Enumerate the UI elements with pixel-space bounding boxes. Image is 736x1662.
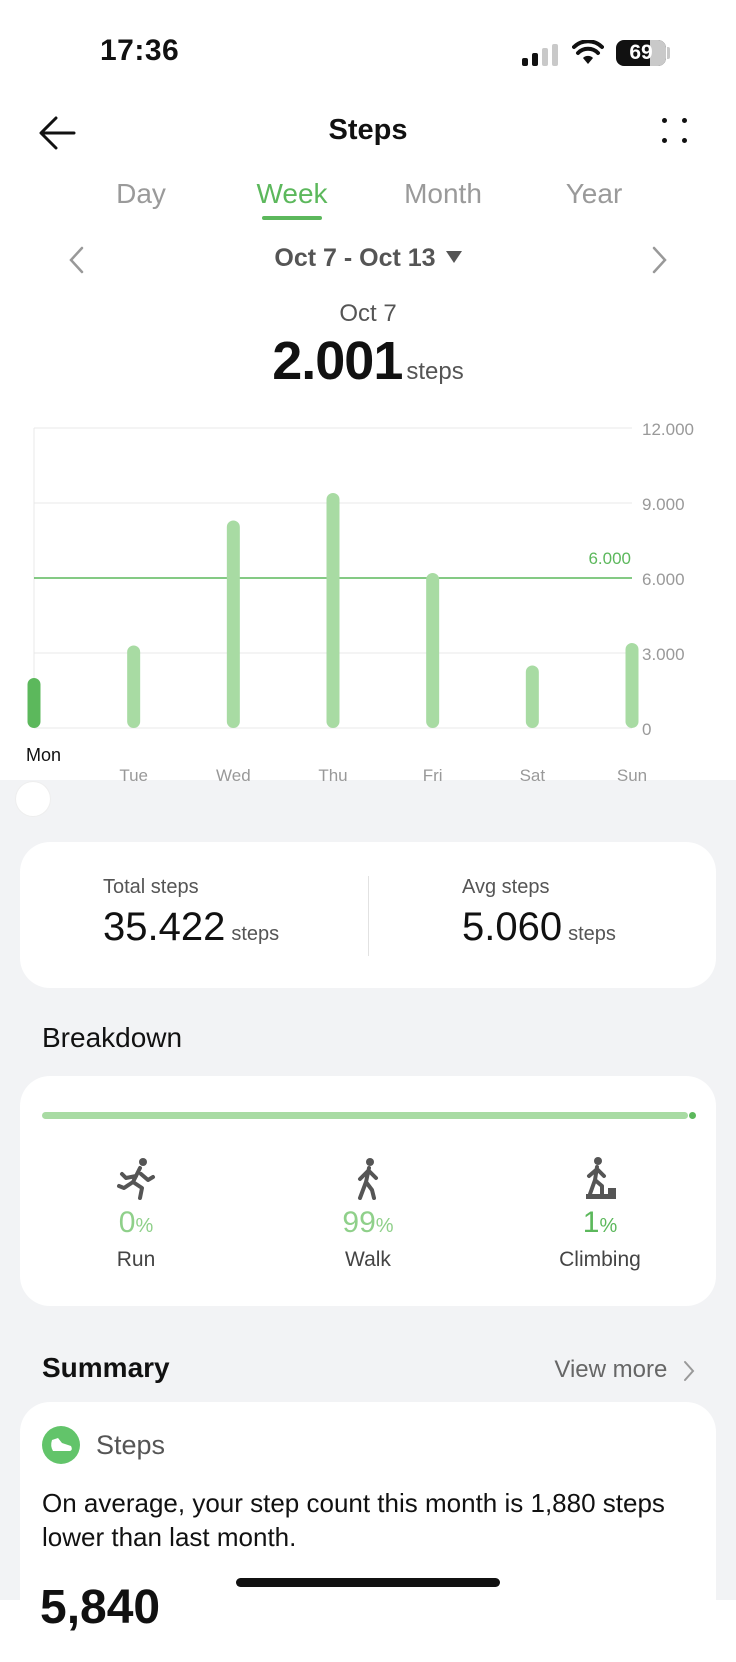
next-week-button[interactable] <box>644 243 674 277</box>
breakdown-run: 0% Run <box>36 1156 236 1272</box>
selected-date: Oct 7 <box>339 300 397 327</box>
status-time: 17:36 <box>100 34 180 67</box>
breakdown-title: Breakdown <box>42 1022 183 1053</box>
bar-thu <box>326 493 340 728</box>
bar-sat <box>525 665 539 728</box>
y-tick-label: 3.000 <box>642 645 685 664</box>
walking-person-icon <box>358 1158 378 1200</box>
run-percent: 0 <box>118 1206 136 1239</box>
breakdown-bar <box>42 1112 688 1119</box>
chevron-right-icon <box>684 1360 695 1381</box>
y-tick-label: 9.000 <box>642 495 685 514</box>
totals-divider <box>368 876 369 956</box>
x-tick-label: Fri <box>423 766 443 785</box>
total-steps-label: Total steps <box>103 876 199 898</box>
x-tick-label: Wed <box>216 766 251 785</box>
total-steps-unit: steps <box>231 923 280 945</box>
battery-tip <box>667 47 670 59</box>
selected-steps: 2.001 steps <box>0 330 736 392</box>
home-indicator[interactable] <box>236 1578 500 1587</box>
x-tick-label: Sun <box>617 766 647 785</box>
avg-steps-value: 5.060 <box>462 905 563 949</box>
breakdown-climbing: 1% Climbing <box>500 1156 700 1272</box>
view-more-link[interactable]: View more <box>554 1356 696 1384</box>
bar-mon <box>27 677 41 728</box>
summary-big-value: 5,840 <box>40 1581 161 1634</box>
walk-percent: 99 <box>342 1206 376 1239</box>
bar-tue <box>127 645 141 728</box>
breakdown-bar-climbing-segment <box>689 1112 696 1119</box>
steps-bar-chart: 0 3.000 6.000 9.000 12.000 6.000 Mon Tue Wed Thu F… <box>26 420 694 785</box>
date-range-label: Oct 7 - Oct 13 <box>274 244 436 272</box>
x-tick-label: Tue <box>119 766 148 785</box>
avg-steps-unit: steps <box>568 923 616 945</box>
tab-week[interactable]: Week <box>256 178 328 209</box>
walk-label: Walk <box>345 1248 391 1271</box>
climbing-label: Climbing <box>559 1248 641 1271</box>
back-button[interactable] <box>34 108 84 158</box>
summary-card-title: Steps <box>96 1430 166 1460</box>
battery-icon: 69 <box>616 40 666 66</box>
tab-month[interactable]: Month <box>404 178 482 209</box>
cellular-signal-icon <box>522 44 558 66</box>
walk-percent-sign: % <box>375 1215 394 1237</box>
summary-title: Summary <box>42 1352 170 1383</box>
x-tick-label: Sat <box>520 766 546 785</box>
goal-label: 6.000 <box>588 549 631 568</box>
avg-steps-label: Avg steps <box>462 876 550 898</box>
dropdown-caret-icon <box>445 251 462 264</box>
active-tab-indicator <box>262 216 322 220</box>
summary-text: On average, your step count this month i… <box>42 1488 665 1552</box>
bar-wed <box>226 520 240 728</box>
battery-level: 69 <box>629 41 653 64</box>
y-tick-label: 0 <box>642 720 651 739</box>
selected-steps-unit: steps <box>406 358 464 385</box>
view-more-label: View more <box>554 1356 668 1383</box>
page-title: Steps <box>328 114 408 146</box>
bar-sun <box>625 643 639 728</box>
total-steps-value: 35.422 <box>103 905 226 949</box>
selected-steps-value: 2.001 <box>272 331 403 391</box>
running-person-icon <box>117 1158 155 1200</box>
y-tick-label: 6.000 <box>642 570 685 589</box>
previous-week-button[interactable] <box>62 243 92 277</box>
climbing-percent-sign: % <box>599 1215 618 1237</box>
wifi-icon <box>572 40 604 64</box>
scroll-handle[interactable] <box>16 782 50 816</box>
totals-card: Total steps 35.422 steps Avg steps 5.060 s… <box>20 842 716 988</box>
tab-year[interactable]: Year <box>565 178 623 209</box>
breakdown-walk: 99% Walk <box>268 1156 468 1272</box>
x-tick-label: Mon <box>26 745 61 765</box>
climbing-percent: 1 <box>582 1206 600 1239</box>
stair-climbing-icon <box>586 1157 616 1199</box>
run-percent-sign: % <box>135 1215 154 1237</box>
tab-day[interactable]: Day <box>116 178 166 209</box>
run-label: Run <box>116 1248 156 1271</box>
shoe-icon <box>42 1426 80 1464</box>
y-tick-label: 12.000 <box>642 420 694 439</box>
date-range-picker[interactable]: Oct 7 - Oct 13 <box>0 244 736 273</box>
bar-fri <box>426 573 440 728</box>
more-options-button[interactable] <box>654 112 694 152</box>
x-tick-label: Thu <box>318 766 347 785</box>
